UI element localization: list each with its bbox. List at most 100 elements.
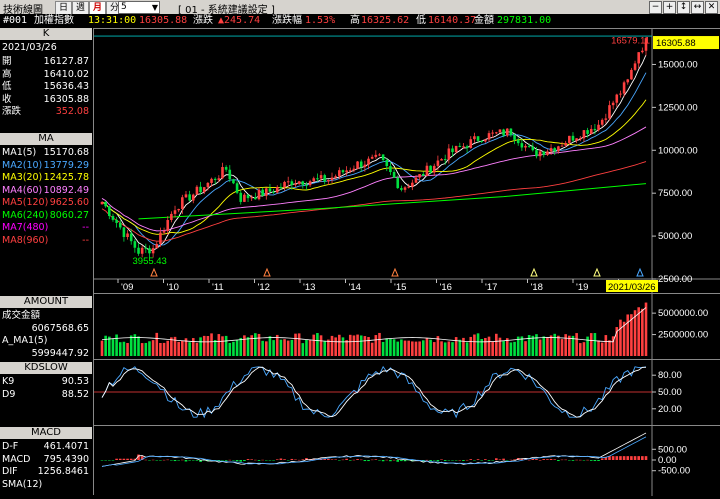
settings-label[interactable]: [ 01 - 系統建議設定 ] (178, 5, 275, 16)
kd-chart[interactable]: 80.00 50.00 20.00 (94, 360, 720, 425)
period-select[interactable]: 5 ▼ (118, 1, 160, 14)
ma-label: MA4(60) (2, 184, 43, 196)
close-button[interactable]: ✕ (705, 1, 718, 14)
amount-bar (436, 336, 440, 356)
resize-horizontal-button[interactable]: ↔ (691, 1, 704, 14)
amount-bar (392, 339, 396, 356)
candle-body (611, 102, 615, 106)
candle-body (641, 50, 644, 53)
kd-y-tick-label: 80.00 (658, 370, 682, 381)
candle-body (385, 160, 389, 167)
macd-histogram-bar (378, 460, 381, 461)
candle-body (359, 161, 363, 167)
amount-bar (385, 338, 389, 356)
amount-bar (367, 337, 370, 356)
d-line (101, 366, 646, 418)
candle-body (473, 136, 476, 140)
candle-body (202, 187, 206, 193)
candle-body (173, 210, 177, 214)
tab-month[interactable]: 月 (89, 1, 107, 15)
macd-histogram-bar (553, 459, 557, 460)
macd-chart[interactable]: 500.000.00-500.00 (94, 426, 720, 496)
amount-value: 297831.00 (497, 15, 552, 26)
max-price-label: 16579.11 (611, 35, 650, 46)
amount-bar (316, 333, 319, 356)
price-y-tick-label: 7500.00 (658, 188, 692, 199)
k-row: 開 16127.87 (2, 56, 91, 68)
price-chart[interactable]: 15000.00 12500.00 10000.00 7500.00 5000.00 25… (94, 29, 720, 293)
amount-bar (239, 337, 243, 356)
amount-chart-panel[interactable]: 5000000.00 2500000.00 (94, 293, 720, 359)
tab-day[interactable]: 日 (55, 1, 73, 15)
candle-body (228, 169, 232, 180)
candle-body (294, 183, 297, 185)
macd-histogram-bar (381, 460, 385, 462)
candle-body (261, 189, 264, 196)
macd-histogram-bar (297, 459, 301, 461)
indicator-sidebar: K 2021/03/26 開 16127.87 高 16410.02 低 15636.43… (0, 28, 94, 495)
macd-chart-panel[interactable]: 500.00 0.00 -500.00 (94, 425, 720, 496)
ma-value: -- (82, 222, 89, 233)
macd-histogram-bar (392, 459, 396, 461)
resize-vertical-button[interactable]: ↕ (677, 1, 690, 14)
minimize-button[interactable]: − (649, 1, 662, 14)
macd-histogram-bar (495, 458, 498, 460)
candle-body (184, 194, 188, 198)
macd-histogram-bar (118, 458, 122, 460)
ma-line (101, 161, 647, 242)
candle-body (148, 248, 151, 254)
amount-label: A_MA1(5) (2, 335, 48, 346)
macd-histogram-bar (451, 460, 454, 461)
candle-body (195, 186, 199, 195)
amount-bar (224, 335, 228, 356)
amount-bar (151, 340, 155, 356)
amount-bar (330, 335, 334, 356)
macd-histogram-bar (374, 459, 378, 460)
macd-histogram-bar (290, 458, 294, 460)
macd-histogram-bar (637, 456, 640, 460)
macd-histogram-bar (159, 460, 162, 461)
amount-bar (421, 340, 425, 356)
amount-bar (564, 334, 567, 356)
candle-body (126, 233, 129, 237)
amount-bar (619, 319, 622, 356)
zoom-in-button[interactable]: + (663, 1, 676, 14)
amount-bar (414, 341, 418, 356)
macd-histogram-bar (469, 459, 473, 460)
macd-histogram-bar (476, 459, 480, 460)
kd-chart-panel[interactable]: 80.00 50.00 20.00 (94, 359, 720, 425)
macd-histogram-bar (345, 458, 348, 460)
candle-body (608, 105, 611, 119)
tab-week[interactable]: 週 (72, 1, 90, 15)
macd-histogram-bar (170, 460, 173, 461)
amount-row: 6067568.65 (2, 323, 91, 335)
candle-body (407, 186, 410, 188)
macd-histogram-bar (593, 460, 597, 462)
k-row: 漲跌 352.08 (2, 106, 91, 118)
macd-histogram-bar (305, 458, 308, 460)
amount-bar (403, 340, 407, 356)
macd-histogram-bar (582, 460, 586, 461)
amount-chart[interactable]: 5000000.00 2500000.00 (94, 294, 720, 359)
candle-body (560, 145, 564, 147)
macd-histogram-bar (286, 460, 290, 461)
quote-time: 13:31:00 (88, 15, 137, 26)
kd-y-tick-label: 20.00 (658, 404, 682, 415)
candle-body (316, 178, 319, 180)
amount-bar (137, 336, 140, 356)
candle-body (480, 140, 484, 142)
macd-label: DIF (2, 466, 18, 477)
amount-bar (600, 342, 604, 356)
candle-body (553, 148, 557, 152)
candle-body (615, 94, 619, 103)
amount-bar (462, 337, 465, 356)
macd-histogram-bar (604, 456, 608, 460)
amount-bar (140, 343, 144, 356)
macd-histogram-bar (586, 459, 589, 461)
macd-histogram-bar (480, 460, 484, 461)
price-chart-panel[interactable]: 15000.00 12500.00 10000.00 7500.00 5000.00 25… (94, 28, 720, 293)
candle-body (122, 227, 126, 237)
candle-body (268, 188, 272, 192)
macd-histogram-bar (341, 459, 345, 461)
amount-bar (622, 321, 626, 356)
